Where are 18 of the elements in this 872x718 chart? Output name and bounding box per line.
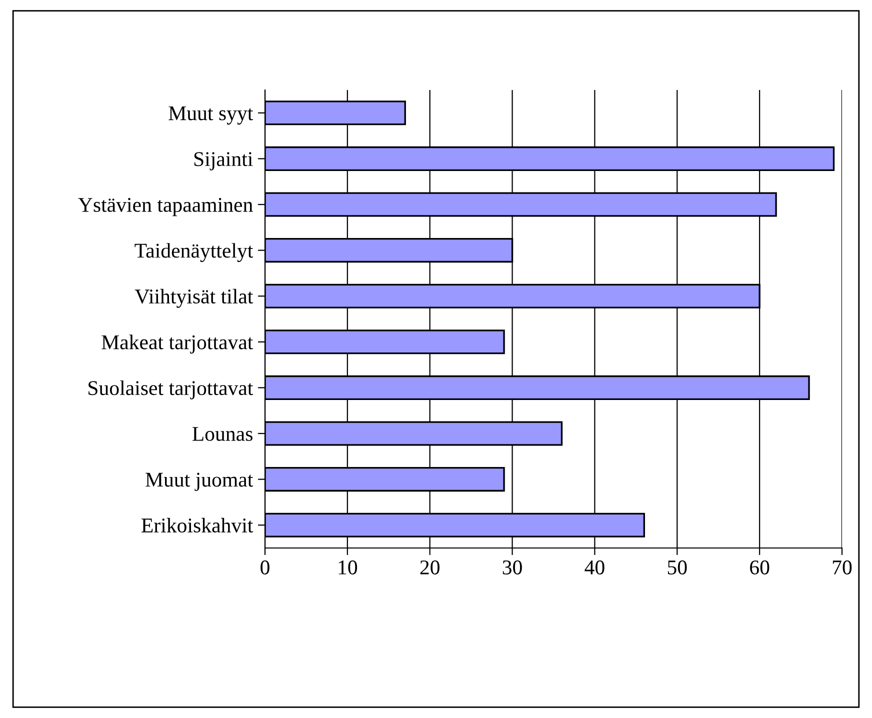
y-tick-label: Makeat tarjottavat — [102, 334, 254, 354]
y-tick-label: Viihtyisät tilat — [134, 288, 254, 308]
x-tick-label: 50 — [668, 560, 687, 574]
x-tick-label: 20 — [420, 560, 440, 574]
y-tick-label: Taidenäyttelyt — [134, 243, 254, 262]
x-tick-label: 40 — [584, 560, 604, 574]
y-tick-label: Muut syyt — [168, 106, 254, 125]
x-tick-label: 70 — [832, 560, 852, 574]
y-tick-label: Suolaiset tarjottavat — [88, 380, 254, 400]
y-tick-label: Muut juomat — [146, 472, 254, 491]
y-tick-label: Erikoiskahvit — [142, 518, 254, 533]
x-tick-label: 60 — [750, 560, 770, 574]
y-tick-label: Ystävien tapaaminen — [78, 198, 253, 216]
x-tick-label: 30 — [502, 560, 522, 574]
x-tick-label: 10 — [338, 560, 358, 574]
x-tick-label: 0 — [260, 560, 270, 574]
y-tick-label: Sijainti — [194, 152, 253, 170]
y-tick-label: Lounas — [192, 427, 252, 441]
